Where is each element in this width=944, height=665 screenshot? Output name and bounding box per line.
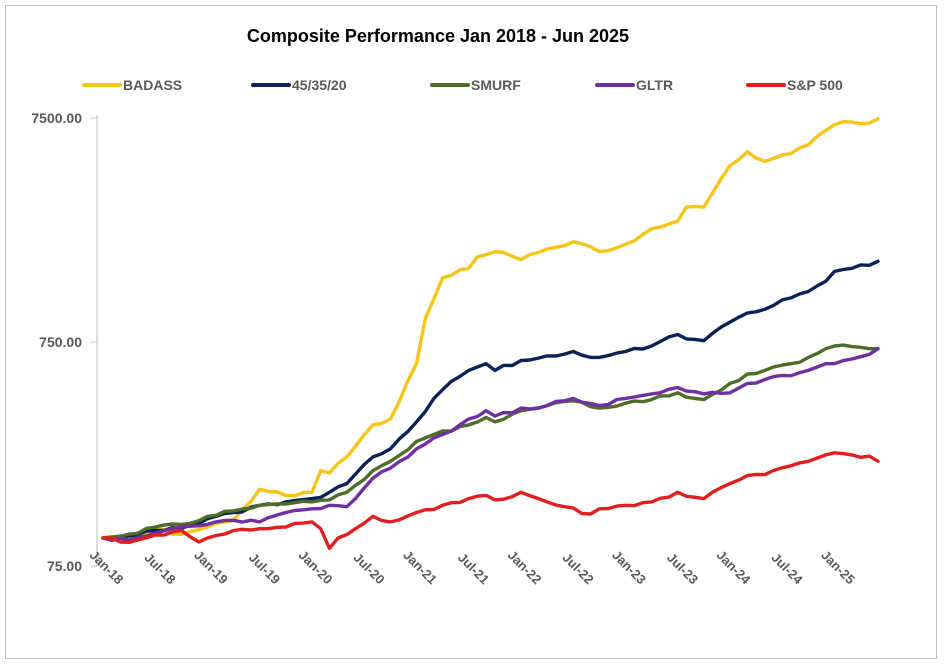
- y-tick-label: 750.00: [39, 334, 82, 350]
- x-tick-label: Jul-18: [142, 550, 179, 587]
- legend-label: SMURF: [471, 77, 521, 93]
- chart-title: Composite Performance Jan 2018 - Jun 202…: [247, 26, 629, 46]
- x-tick-label: Jan-19: [191, 547, 231, 587]
- series-layer: [101, 116, 880, 550]
- x-tick-label: Jul-21: [455, 550, 492, 587]
- legend: BADASS 45/35/20 SMURF GLTR S&P 500: [82, 77, 843, 93]
- x-tick-label: Jan-18: [87, 547, 127, 587]
- x-tick-label: Jan-22: [505, 547, 545, 587]
- x-tick-label: Jan-21: [400, 547, 440, 587]
- x-tick-label: Jan-25: [818, 547, 858, 587]
- x-tick-label: Jan-23: [609, 547, 649, 587]
- axes: 75.00 750.00 7500.00 Jan-18 Jul-18 Jan-19 Jul-…: [31, 110, 858, 588]
- x-tick-label: Jul-24: [769, 550, 807, 588]
- chart-frame: [5, 5, 937, 659]
- series-line-smurf: [101, 343, 880, 540]
- legend-label: BADASS: [123, 77, 182, 93]
- y-tick-label: 75.00: [47, 558, 82, 574]
- x-tick-label: Jul-22: [560, 550, 597, 587]
- x-tick-label: Jul-20: [351, 550, 388, 587]
- x-tick-label: Jan-24: [714, 547, 754, 587]
- x-tick-label: Jul-19: [246, 550, 283, 587]
- legend-label: GLTR: [636, 77, 673, 93]
- series-line-s-p-500: [101, 451, 880, 550]
- legend-label: 45/35/20: [292, 77, 347, 93]
- y-tick-label: 7500.00: [31, 110, 82, 126]
- x-tick-label: Jan-20: [296, 547, 336, 587]
- x-tick-label: Jul-23: [664, 550, 701, 587]
- series-line-gltr: [101, 347, 880, 543]
- legend-label: S&P 500: [787, 77, 843, 93]
